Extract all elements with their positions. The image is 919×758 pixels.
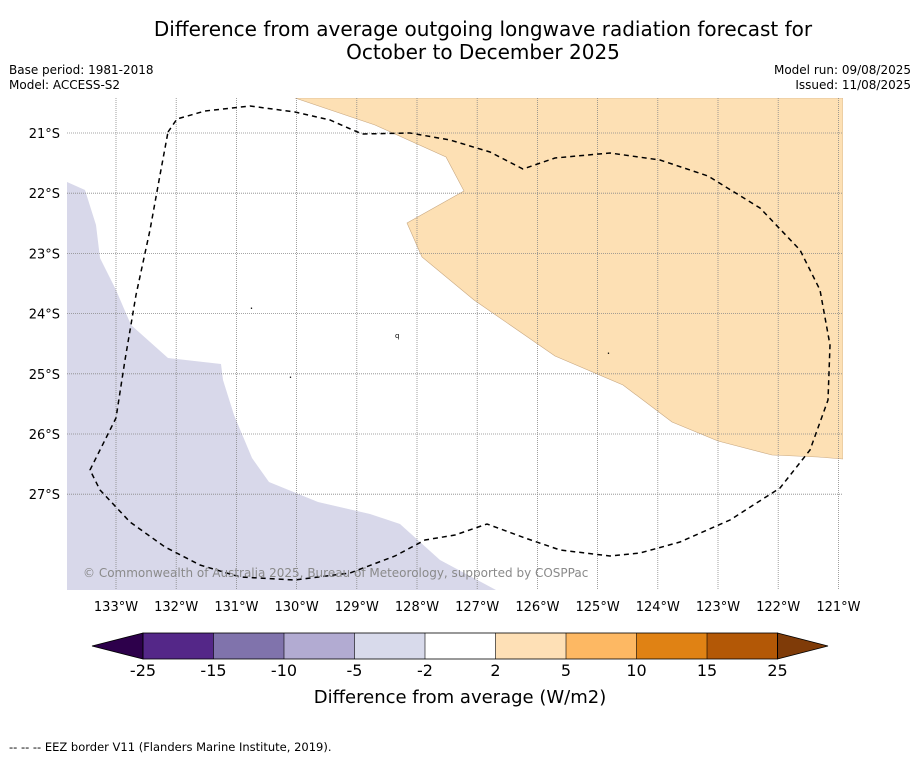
map-title: Difference from average outgoing longwav…	[0, 18, 919, 64]
map-plot-area: • q • • © Commonwealth of Australia 2025…	[67, 98, 843, 590]
latitude-label: 27°S	[29, 488, 60, 503]
island-marker: •	[289, 375, 292, 381]
longitude-label: 126°W	[515, 600, 559, 615]
base-period: Base period: 1981-2018	[9, 63, 154, 77]
longitude-label: 133°W	[94, 600, 138, 615]
latitude-label: 26°S	[29, 428, 60, 443]
latitude-labels: 21°S 22°S 23°S 24°S 25°S 26°S 27°S	[29, 127, 60, 503]
colorbar-tick-label: 2	[490, 661, 500, 680]
title-line-1: Difference from average outgoing longwav…	[153, 17, 813, 41]
longitude-label: 122°W	[756, 600, 800, 615]
eez-legend: -- -- -- EEZ border V11 (Flanders Marine…	[9, 740, 332, 754]
colorbar-bin	[566, 633, 637, 659]
colorbar-bin	[213, 633, 284, 659]
positive-anomaly-region	[294, 98, 843, 460]
colorbar-tick-label: 5	[561, 661, 571, 680]
title-line-2: October to December 2025	[346, 40, 620, 64]
colorbar-bin	[707, 633, 778, 659]
longitude-label: 128°W	[395, 600, 439, 615]
latitude-label: 22°S	[29, 187, 60, 202]
colorbar-title: Difference from average (W/m2)	[314, 687, 606, 708]
colorbar-tick-label: 10	[626, 661, 646, 680]
eez-border-line	[89, 105, 831, 581]
model-run: Model run: 09/08/2025	[773, 63, 911, 77]
colorbar-tick-label: -2	[417, 661, 433, 680]
colorbar-tick-label: -5	[347, 661, 363, 680]
longitude-labels: 133°W 132°W 131°W 130°W 129°W 128°W 127°W 126°W…	[94, 600, 861, 615]
colorbar-bin	[354, 633, 425, 659]
latitude-label: 21°S	[29, 127, 60, 142]
colorbar-max-extend	[777, 632, 829, 660]
model-name: Model: ACCESS-S2	[9, 78, 121, 92]
negative-anomaly-region	[67, 182, 496, 590]
island-marker: •	[250, 306, 253, 312]
colorbar-tick-label: -10	[271, 661, 297, 680]
longitude-label: 121°W	[816, 600, 860, 615]
latitude-label: 23°S	[29, 247, 60, 262]
longitude-label: 124°W	[636, 600, 680, 615]
graticule	[67, 98, 843, 590]
colorbar-min-extend	[91, 632, 144, 660]
issued-date: Issued: 11/08/2025	[795, 78, 911, 92]
longitude-label: 123°W	[696, 600, 740, 615]
run-info: Model run: 09/08/2025 Issued: 11/08/2025	[774, 63, 911, 93]
copyright-notice: © Commonwealth of Australia 2025, Bureau…	[83, 566, 588, 580]
longitude-label: 129°W	[335, 600, 379, 615]
colorbar-bin	[284, 633, 355, 659]
colorbar-bin	[495, 633, 566, 659]
base-info: Base period: 1981-2018 Model: ACCESS-S2	[9, 63, 154, 93]
colorbar-tick-label: -25	[130, 661, 156, 680]
longitude-label: 131°W	[214, 600, 258, 615]
colorbar-tick-label: 15	[697, 661, 717, 680]
island-marker: q	[395, 332, 399, 340]
colorbar-bin	[143, 633, 214, 659]
colorbar-bin	[425, 633, 496, 659]
colorbar-bin	[636, 633, 707, 659]
island-marker: •	[607, 351, 610, 357]
longitude-label: 127°W	[455, 600, 499, 615]
longitude-label: 125°W	[576, 600, 620, 615]
latitude-label: 25°S	[29, 368, 60, 383]
longitude-label: 130°W	[275, 600, 319, 615]
colorbar: -25 -15 -10 -5 -2 2 5 10 15 25	[91, 632, 829, 680]
colorbar-tick-label: 25	[767, 661, 787, 680]
colorbar-tick-label: -15	[200, 661, 226, 680]
longitude-label: 132°W	[154, 600, 198, 615]
latitude-label: 24°S	[29, 308, 60, 323]
